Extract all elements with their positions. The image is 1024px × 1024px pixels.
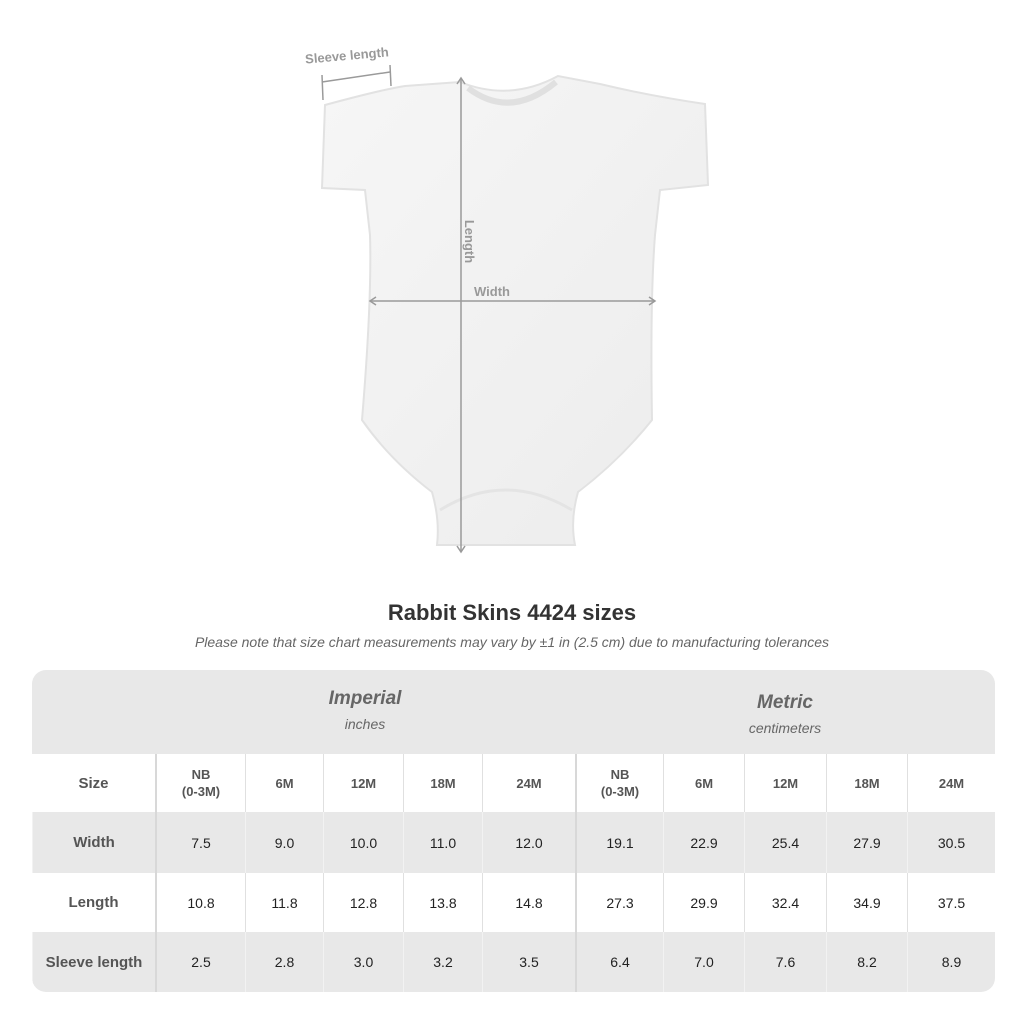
table-cell: 7.6 <box>744 932 826 992</box>
table-cell: 34.9 <box>826 873 907 932</box>
table-cell: 8.2 <box>826 932 907 992</box>
table-cell: 2.5 <box>155 932 245 992</box>
row-label: Size <box>78 774 109 792</box>
table-cell: 18M <box>826 754 907 812</box>
table-cell: 22.9 <box>663 812 744 873</box>
table-cell: 3.5 <box>482 932 575 992</box>
table-cell: 6M <box>245 754 323 812</box>
table-cell: 27.3 <box>575 873 663 932</box>
table-cell: 8.9 <box>907 932 995 992</box>
width-label: Width <box>474 284 510 299</box>
table-cell: 19.1 <box>575 812 663 873</box>
table-cell: 9.0 <box>245 812 323 873</box>
imperial-header: Imperial inches <box>155 688 575 732</box>
page-title: Rabbit Skins 4424 sizes <box>387 600 637 625</box>
measure-lines <box>321 64 657 554</box>
row-label: Width <box>32 812 155 873</box>
size-header-row: Size NB (0-3M) 6M 12M 18M 24M NB (0-3M) 6M 12M 18… <box>32 754 995 812</box>
table-row: Width 7.5 9.0 10.0 11.0 12.0 19.1 22.9 25.4 27.9 3… <box>32 812 995 873</box>
table-cell: 3.0 <box>323 932 403 992</box>
table-cell: 30.5 <box>907 812 995 873</box>
table-cell: 24M <box>482 754 575 812</box>
table-cell: 37.5 <box>907 873 995 932</box>
tolerance-note: Please note that size chart measurements… <box>194 634 830 650</box>
table-cell: NB (0-3M) <box>155 754 245 812</box>
table-cell: 2.8 <box>245 932 323 992</box>
table-cell: 14.8 <box>482 873 575 932</box>
table-cell: 12.0 <box>482 812 575 873</box>
unit-header: Imperial inches Metric centimeters <box>32 670 995 754</box>
table-cell: 13.8 <box>403 873 482 932</box>
metric-header: Metric centimeters <box>575 692 995 736</box>
table-cell: 3.2 <box>403 932 482 992</box>
bodysuit-shape <box>320 74 710 546</box>
table-cell: 7.0 <box>663 932 744 992</box>
table-cell: NB (0-3M) <box>575 754 663 812</box>
table-cell: 12M <box>744 754 826 812</box>
table-cell: 12M <box>323 754 403 812</box>
length-label: Length <box>462 219 478 264</box>
table-cell: 10.8 <box>155 873 245 932</box>
table-cell: 11.8 <box>245 873 323 932</box>
imperial-title: Imperial <box>328 688 402 709</box>
bodysuit-diagram <box>320 64 710 554</box>
table-cell: 18M <box>403 754 482 812</box>
table-cell: 10.0 <box>323 812 403 873</box>
table-cell: 27.9 <box>826 812 907 873</box>
row-label: Length <box>68 894 119 911</box>
imperial-unit: inches <box>344 716 386 732</box>
table-cell: 24M <box>907 754 995 812</box>
table-cell: 6M <box>663 754 744 812</box>
row-label: Sleeve length <box>32 932 155 992</box>
table-cell: 6.4 <box>575 932 663 992</box>
table-cell: 25.4 <box>744 812 826 873</box>
table-cell: 11.0 <box>403 812 482 873</box>
table-cell: 7.5 <box>155 812 245 873</box>
metric-unit: centimeters <box>748 720 822 736</box>
table-cell: 29.9 <box>663 873 744 932</box>
table-row: Sleeve length 2.5 2.8 3.0 3.2 3.5 6.4 7.0 7.6 8.2… <box>32 932 995 992</box>
table-cell: 12.8 <box>323 873 403 932</box>
table-row: Length 10.8 11.8 12.8 13.8 14.8 27.3 29.9 32.4 34… <box>32 873 995 932</box>
table-cell: 32.4 <box>744 873 826 932</box>
size-table: Imperial inches Metric centimeters Size N… <box>32 670 995 992</box>
metric-title: Metric <box>757 692 813 713</box>
